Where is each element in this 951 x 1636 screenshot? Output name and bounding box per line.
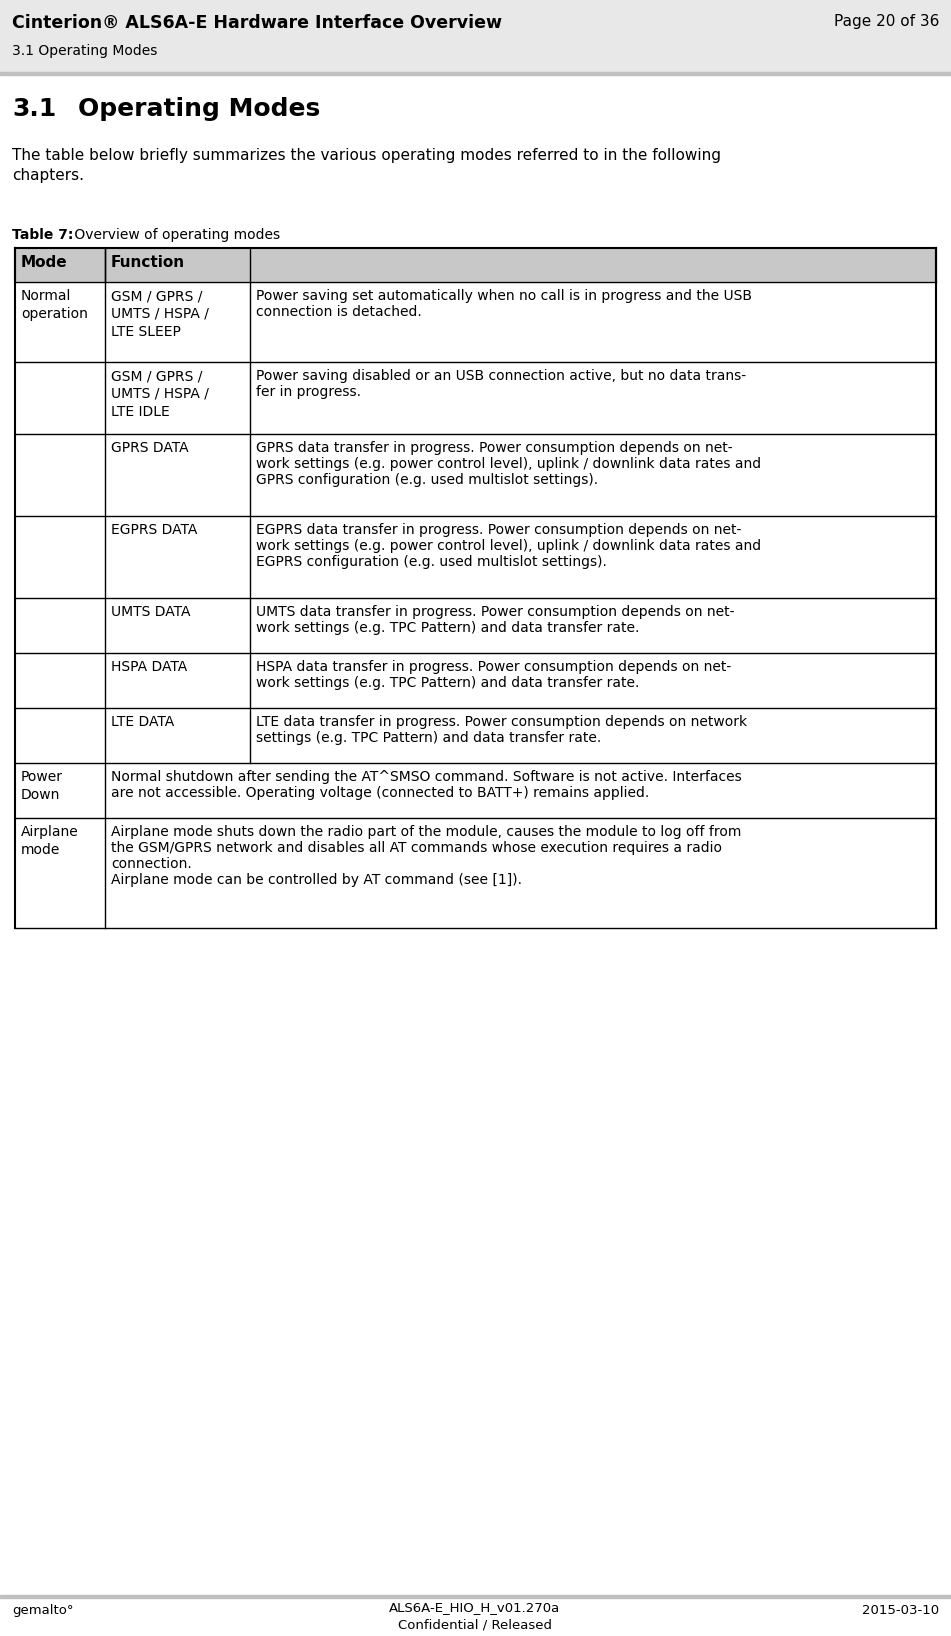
Text: Cinterion® ALS6A-E Hardware Interface Overview: Cinterion® ALS6A-E Hardware Interface Ov…: [12, 15, 502, 33]
Text: ALS6A-E_HIO_H_v01.270a: ALS6A-E_HIO_H_v01.270a: [389, 1602, 561, 1615]
Bar: [15, 281, 936, 362]
Text: LTE DATA: LTE DATA: [111, 715, 174, 730]
Text: Overview of operating modes: Overview of operating modes: [70, 227, 281, 242]
Bar: [0, 0, 951, 72]
Text: GPRS data transfer in progress. Power consumption depends on net-: GPRS data transfer in progress. Power co…: [256, 442, 732, 455]
Text: EGPRS data transfer in progress. Power consumption depends on net-: EGPRS data transfer in progress. Power c…: [256, 524, 742, 537]
Text: Confidential / Released: Confidential / Released: [398, 1620, 552, 1633]
Text: Normal
operation: Normal operation: [21, 290, 87, 321]
Bar: [15, 599, 936, 653]
Text: fer in progress.: fer in progress.: [256, 384, 361, 399]
Text: Airplane mode can be controlled by AT command (see [1]).: Airplane mode can be controlled by AT co…: [111, 874, 522, 887]
Text: Mode: Mode: [21, 255, 68, 270]
Bar: [15, 653, 936, 708]
Text: Power
Down: Power Down: [21, 771, 63, 802]
Text: Table 7:: Table 7:: [12, 227, 78, 242]
Text: Function: Function: [111, 255, 185, 270]
Bar: [15, 818, 936, 928]
Text: LTE data transfer in progress. Power consumption depends on network: LTE data transfer in progress. Power con…: [256, 715, 747, 730]
Text: GPRS configuration (e.g. used multislot settings).: GPRS configuration (e.g. used multislot …: [256, 473, 598, 488]
Text: EGPRS configuration (e.g. used multislot settings).: EGPRS configuration (e.g. used multislot…: [256, 555, 607, 569]
Text: gemalto°: gemalto°: [12, 1603, 73, 1616]
Text: HSPA data transfer in progress. Power consumption depends on net-: HSPA data transfer in progress. Power co…: [256, 659, 731, 674]
Text: Airplane
mode: Airplane mode: [21, 825, 79, 857]
Bar: [15, 515, 936, 599]
Bar: [15, 708, 936, 762]
Text: EGPRS DATA: EGPRS DATA: [111, 524, 198, 537]
Bar: [15, 249, 936, 281]
Text: Power saving set automatically when no call is in progress and the USB: Power saving set automatically when no c…: [256, 290, 752, 303]
Bar: [15, 434, 936, 515]
Text: HSPA DATA: HSPA DATA: [111, 659, 187, 674]
Text: work settings (e.g. TPC Pattern) and data transfer rate.: work settings (e.g. TPC Pattern) and dat…: [256, 622, 639, 635]
Text: GSM / GPRS /
UMTS / HSPA /
LTE IDLE: GSM / GPRS / UMTS / HSPA / LTE IDLE: [111, 370, 209, 419]
Text: The table below briefly summarizes the various operating modes referred to in th: The table below briefly summarizes the v…: [12, 147, 721, 164]
Bar: [0, 1595, 951, 1598]
Text: chapters.: chapters.: [12, 169, 84, 183]
Text: are not accessible. Operating voltage (connected to BATT+) remains applied.: are not accessible. Operating voltage (c…: [111, 785, 650, 800]
Text: 2015-03-10: 2015-03-10: [862, 1603, 939, 1616]
Text: the GSM/GPRS network and disables all AT commands whose execution requires a rad: the GSM/GPRS network and disables all AT…: [111, 841, 722, 856]
Text: 3.1: 3.1: [12, 97, 56, 121]
Text: GSM / GPRS /
UMTS / HSPA /
LTE SLEEP: GSM / GPRS / UMTS / HSPA / LTE SLEEP: [111, 290, 209, 339]
Text: connection is detached.: connection is detached.: [256, 304, 421, 319]
Text: Operating Modes: Operating Modes: [78, 97, 320, 121]
Text: Normal shutdown after sending the AT^SMSO command. Software is not active. Inter: Normal shutdown after sending the AT^SMS…: [111, 771, 742, 784]
Text: GPRS DATA: GPRS DATA: [111, 442, 188, 455]
Text: work settings (e.g. power control level), uplink / downlink data rates and: work settings (e.g. power control level)…: [256, 538, 761, 553]
Text: Airplane mode shuts down the radio part of the module, causes the module to log : Airplane mode shuts down the radio part …: [111, 825, 742, 839]
Text: settings (e.g. TPC Pattern) and data transfer rate.: settings (e.g. TPC Pattern) and data tra…: [256, 731, 601, 744]
Text: 3.1 Operating Modes: 3.1 Operating Modes: [12, 44, 157, 57]
Bar: [15, 362, 936, 434]
Text: work settings (e.g. TPC Pattern) and data transfer rate.: work settings (e.g. TPC Pattern) and dat…: [256, 676, 639, 690]
Text: work settings (e.g. power control level), uplink / downlink data rates and: work settings (e.g. power control level)…: [256, 456, 761, 471]
Bar: [0, 72, 951, 75]
Text: Page 20 of 36: Page 20 of 36: [834, 15, 939, 29]
Text: UMTS DATA: UMTS DATA: [111, 605, 190, 618]
Text: Power saving disabled or an USB connection active, but no data trans-: Power saving disabled or an USB connecti…: [256, 370, 747, 383]
Text: connection.: connection.: [111, 857, 192, 870]
Bar: [15, 762, 936, 818]
Text: UMTS data transfer in progress. Power consumption depends on net-: UMTS data transfer in progress. Power co…: [256, 605, 734, 618]
